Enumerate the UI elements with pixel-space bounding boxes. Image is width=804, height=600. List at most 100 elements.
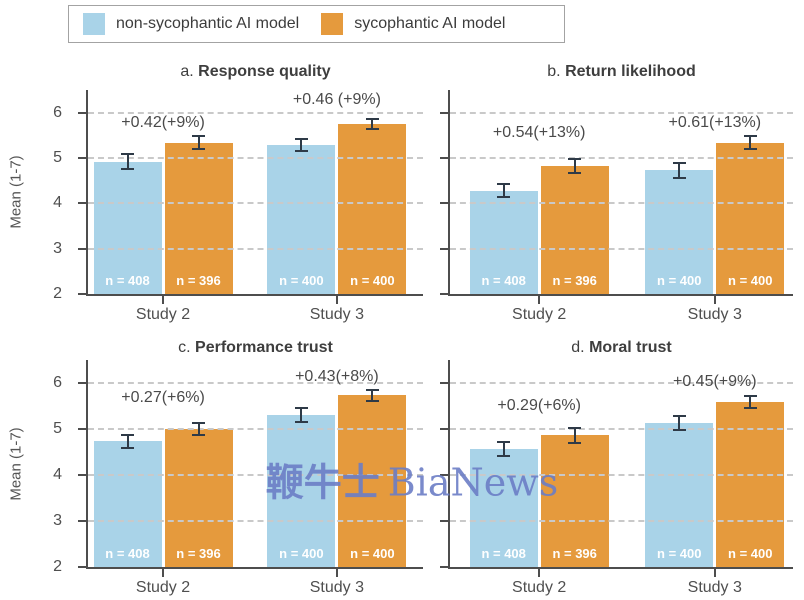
x-axis-line: [86, 567, 423, 569]
error-bar-cap-bottom: [672, 176, 686, 179]
y-axis-line: [448, 360, 450, 569]
error-bar-cap-bottom: [497, 454, 511, 457]
gridline: [88, 157, 423, 159]
y-tick-mark: [440, 247, 449, 250]
bar-non-sycophantic: [267, 144, 336, 294]
gridline: [88, 202, 423, 205]
x-category-label: Study 2: [512, 306, 567, 323]
error-bar-line: [749, 396, 752, 409]
legend-swatch-blue: [83, 13, 105, 35]
legend: non-sycophantic AI model sycophantic AI …: [68, 5, 565, 43]
error-bar-cap-top: [497, 440, 511, 443]
sample-size-label: n = 396: [552, 546, 597, 561]
x-category-label: Study 2: [135, 306, 191, 323]
panel-title-b: b. Return likelihood: [450, 63, 793, 81]
y-tick-mark: [440, 382, 449, 384]
sample-size-label: n = 400: [728, 273, 773, 288]
gridline: [88, 382, 423, 384]
bar-non-sycophantic: [469, 448, 538, 567]
watermark: 鞭牛士 BiaNews: [266, 452, 559, 507]
legend-item-non-sycophantic: non-sycophantic AI model: [83, 13, 299, 35]
x-tick-mark: [335, 569, 338, 577]
sample-size-label: n = 400: [657, 546, 702, 561]
x-axis-line: [448, 567, 793, 569]
y-tick-mark: [440, 293, 449, 295]
error-bar-cap-bottom: [121, 447, 135, 450]
y-tick-mark: [78, 382, 87, 384]
error-bar-cap-top: [672, 161, 686, 164]
difference-annotation: +0.54(+13%): [492, 123, 586, 141]
watermark-cn-text: 鞭牛士: [265, 459, 380, 505]
x-category-label: Study 3: [309, 306, 365, 323]
panel-title-text: Return likelihood: [565, 63, 696, 80]
panel-letter: d.: [571, 339, 590, 356]
legend-label-non-sycophantic: non-sycophantic AI model: [116, 15, 300, 32]
panel-title-text: Response quality: [198, 63, 331, 80]
y-tick-mark: [78, 202, 87, 205]
gridline: [450, 247, 793, 250]
bar-non-sycophantic: [93, 161, 162, 294]
x-category-label: Study 3: [309, 579, 365, 596]
error-bar-line: [573, 428, 576, 443]
gridline: [88, 247, 423, 250]
y-tick-mark: [440, 202, 449, 205]
y-tick-mark: [78, 474, 87, 476]
panel-letter: c.: [178, 339, 196, 356]
x-tick-mark: [538, 569, 541, 577]
gridline: [88, 428, 423, 430]
sample-size-label: n = 396: [176, 546, 221, 561]
x-tick-mark: [713, 296, 716, 304]
y-axis-line: [86, 360, 88, 569]
y-tick-mark: [440, 520, 449, 522]
y-axis-title: Mean (1-7): [7, 155, 25, 229]
error-bar-line: [678, 416, 681, 430]
sample-size-label: n = 396: [176, 273, 221, 288]
error-bar-line: [573, 158, 576, 174]
y-tick-label: 3: [53, 512, 62, 529]
error-bar-cap-bottom: [497, 196, 511, 199]
difference-annotation: +0.27(+6%): [121, 389, 205, 407]
sample-size-label: n = 408: [105, 546, 150, 561]
error-bar-cap-top: [294, 407, 308, 410]
x-category-label: Study 3: [687, 306, 742, 323]
error-bar-cap-bottom: [192, 148, 206, 151]
error-bar-cap-bottom: [365, 128, 379, 131]
y-tick-label: 5: [53, 149, 62, 166]
y-axis-line: [86, 90, 88, 296]
panel-title-text: Performance trust: [195, 339, 333, 356]
x-tick-mark: [162, 569, 165, 577]
panel-letter: b.: [547, 63, 566, 80]
difference-annotation: +0.42(+9%): [121, 113, 205, 131]
bar-sycophantic: [540, 166, 609, 294]
error-bar-line: [502, 183, 505, 198]
error-bar-cap-bottom: [294, 421, 308, 424]
sample-size-label: n = 400: [657, 273, 702, 288]
legend-item-sycophantic: sycophantic AI model: [321, 13, 505, 35]
y-tick-mark: [440, 566, 449, 568]
error-bar-line: [678, 162, 681, 178]
y-tick-mark: [78, 111, 87, 114]
y-tick-mark: [440, 428, 449, 430]
error-bar-cap-bottom: [743, 407, 757, 410]
error-bar-cap-top: [672, 415, 686, 418]
y-axis-line: [448, 90, 450, 296]
y-tick-label: 3: [53, 239, 62, 257]
error-bar-line: [126, 434, 129, 449]
x-tick-mark: [713, 569, 716, 577]
sample-size-label: n = 400: [350, 273, 395, 288]
x-category-label: Study 2: [512, 579, 567, 596]
error-bar-cap-top: [121, 433, 135, 436]
y-tick-label: 2: [53, 285, 62, 302]
error-bar-cap-top: [365, 117, 379, 120]
gridline: [450, 520, 793, 522]
error-bar-cap-bottom: [192, 434, 206, 437]
error-bar-cap-top: [568, 157, 582, 160]
y-tick-mark: [440, 111, 449, 114]
error-bar-line: [197, 135, 200, 150]
x-category-label: Study 3: [687, 579, 742, 596]
error-bar-line: [300, 138, 303, 152]
x-tick-mark: [335, 296, 338, 304]
error-bar-cap-top: [365, 388, 379, 391]
error-bar-cap-bottom: [121, 167, 135, 170]
